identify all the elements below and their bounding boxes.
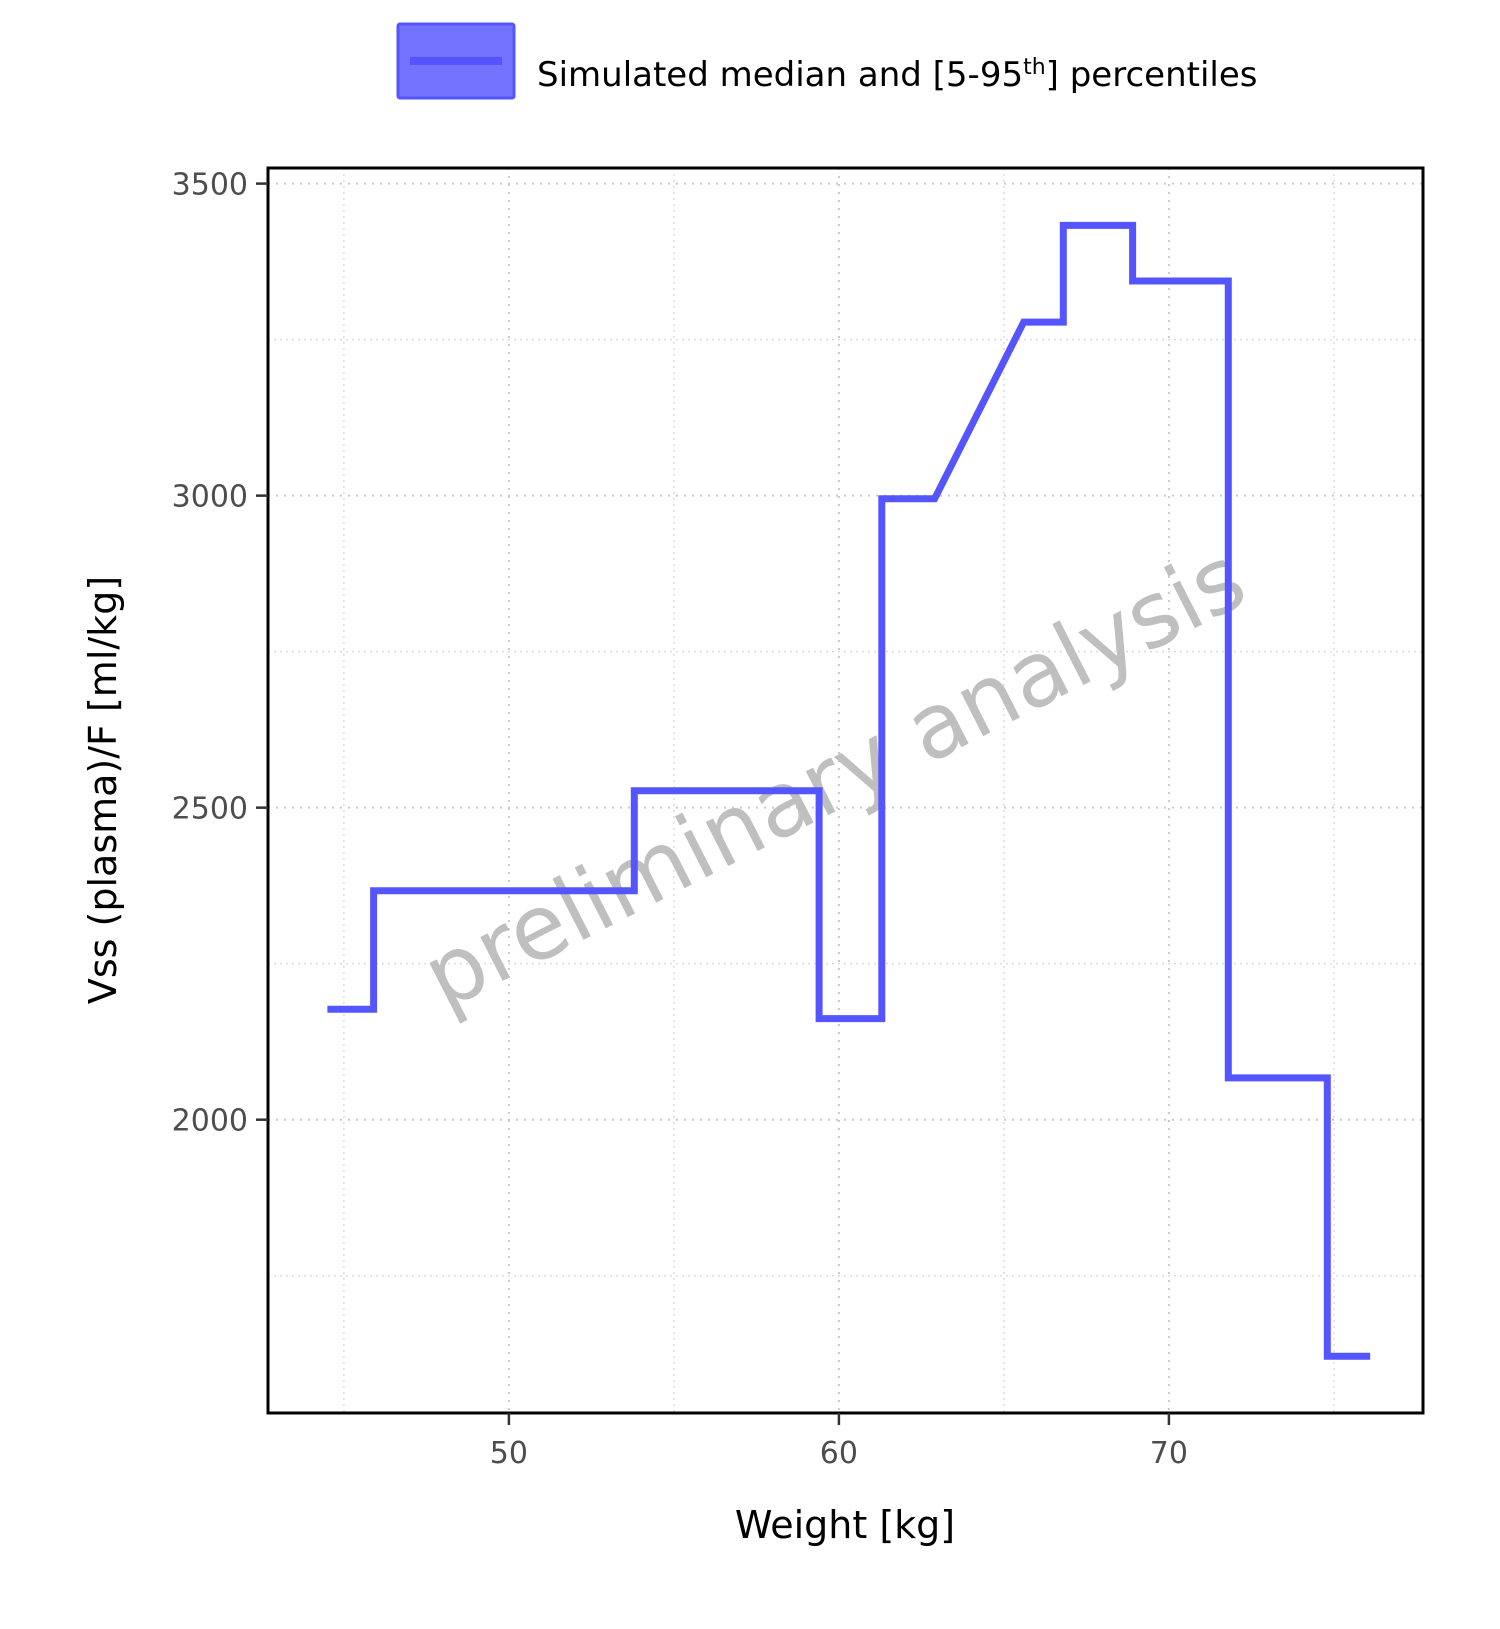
x-tick-label: 70: [1150, 1436, 1188, 1471]
grid-lines: [268, 168, 1423, 1413]
y-tick-label: 2500: [172, 792, 248, 827]
watermark-text: preliminary analysis: [407, 525, 1262, 1030]
legend: Simulated median and [5-95th] percentile…: [396, 22, 1257, 100]
legend-label-sup: th: [1023, 55, 1046, 80]
x-axis: 50 60 70: [490, 1413, 1188, 1471]
y-axis: 2000 2500 3000 3500: [172, 168, 268, 1139]
y-tick-label: 2000: [172, 1104, 248, 1139]
x-tick-label: 60: [820, 1436, 858, 1471]
y-tick-label: 3000: [172, 480, 248, 515]
y-axis-title: Vss (plasma)/F [ml/kg]: [81, 576, 125, 1004]
series-line-median: [327, 221, 1371, 1360]
x-axis-title: Weight [kg]: [735, 1503, 955, 1547]
legend-label-end: ] percentiles: [1046, 55, 1258, 95]
legend-label: Simulated median and [5-95th] percentile…: [537, 55, 1257, 95]
plot-panel-border: [266, 166, 1425, 1415]
y-tick-label: 3500: [172, 168, 248, 203]
legend-label-main: Simulated median and [5-95: [537, 55, 1023, 95]
x-tick-label: 50: [490, 1436, 528, 1471]
